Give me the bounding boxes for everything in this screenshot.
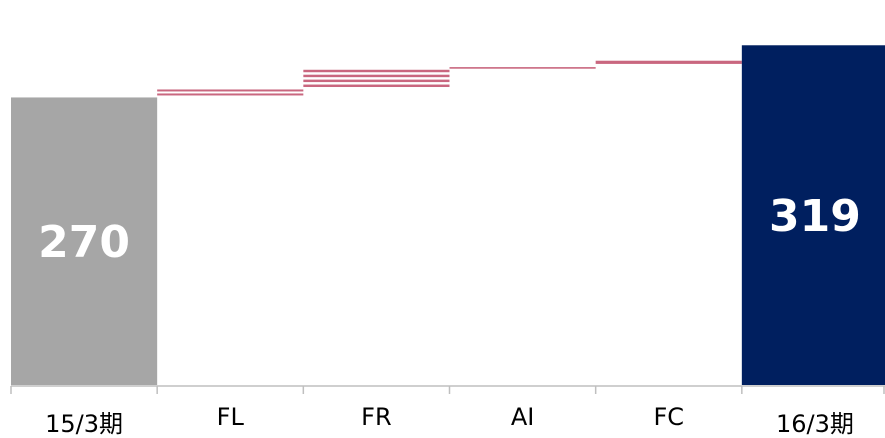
bar-FL xyxy=(157,89,304,96)
bar-stripe xyxy=(303,84,450,88)
bar-stripe xyxy=(157,93,304,96)
bar-AI xyxy=(449,67,596,69)
bar-stripe xyxy=(157,89,304,92)
data-label-15/3期: 270 xyxy=(38,217,130,268)
x-axis: 15/3期 FL FR AI FC 16/3期 xyxy=(10,385,885,438)
bar-15/3期 xyxy=(11,97,158,385)
bar-stripe xyxy=(595,60,742,64)
category-label-15/3期: 15/3期 xyxy=(45,410,123,438)
bar-stripe xyxy=(449,67,596,69)
bar-stripe xyxy=(303,69,450,73)
category-label-AI: AI xyxy=(511,403,535,431)
bars-group xyxy=(11,45,885,385)
category-label-16/3期: 16/3期 xyxy=(776,410,854,438)
bar-stripe xyxy=(303,74,450,78)
bar-16/3期 xyxy=(741,45,885,385)
data-labels-group: 270 319 xyxy=(38,191,861,268)
bar-FR xyxy=(303,69,450,88)
category-label-FR: FR xyxy=(361,403,391,431)
category-label-FC: FC xyxy=(653,403,684,431)
bar-FC xyxy=(595,60,742,64)
data-label-16/3期: 319 xyxy=(769,191,861,242)
category-label-FL: FL xyxy=(217,403,245,431)
bar-stripe xyxy=(303,79,450,83)
